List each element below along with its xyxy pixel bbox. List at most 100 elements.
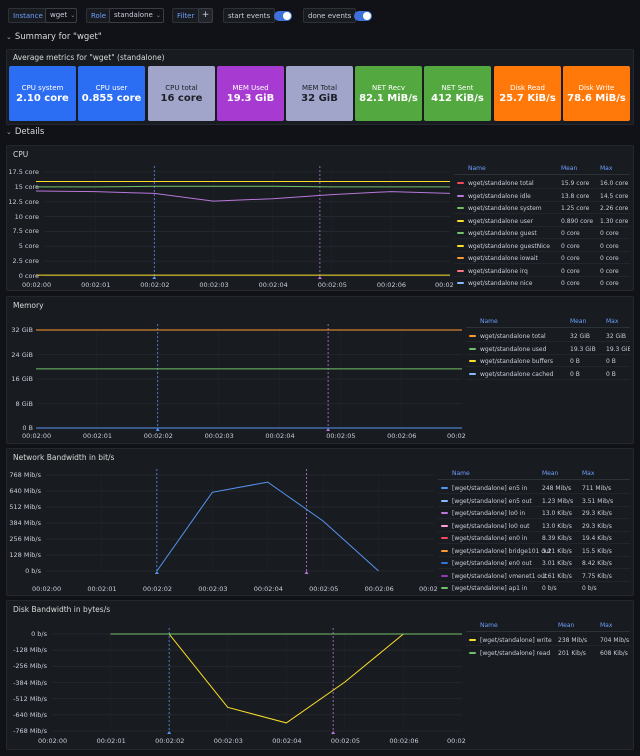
legend-row[interactable]: [wget/standalone] en0 in 8.39 Kib/s 19.4 K… <box>438 532 630 544</box>
legend-series-name: [wget/standalone] lo0 in <box>452 510 526 517</box>
start-events-toggle[interactable] <box>274 11 292 21</box>
legend-color-swatch <box>457 257 464 259</box>
legend-row[interactable]: wget/standalone nice 0 core 0 core <box>454 277 630 288</box>
legend-header-max[interactable]: Max <box>600 622 613 629</box>
role-select[interactable]: standalone ⌄ <box>109 8 164 23</box>
legend-series-mean: 0 B <box>570 358 580 365</box>
legend-row[interactable]: wget/standalone system 1.25 core 2.26 core <box>454 202 630 214</box>
legend-row[interactable]: [wget/standalone] vmenet1 out 1.61 Kib/s 7… <box>438 570 630 582</box>
legend-row[interactable]: wget/standalone buffers 0 B 0 B <box>466 355 630 367</box>
legend-header-mean[interactable]: Mean <box>558 622 575 629</box>
stat-tile-disk-read: Disk Read 25.7 KiB/s <box>494 66 561 121</box>
legend-series-name: wget/standalone idle <box>468 192 531 200</box>
x-tick-label: 00:02:04 <box>272 737 302 745</box>
legend-header-max[interactable]: Max <box>606 318 619 325</box>
legend-series-name: wget/standalone system <box>468 205 542 212</box>
legend-series-name: wget/standalone guest <box>468 230 537 237</box>
stat-tile-disk-write: Disk Write 78.6 MiB/s <box>563 66 630 121</box>
legend-color-swatch <box>457 244 464 247</box>
x-tick-label: 00:02:01 <box>87 585 117 593</box>
details-row-title: Details <box>14 127 45 137</box>
summary-row-header[interactable]: ⌄ Summary for "wget" <box>6 32 102 42</box>
memory-panel-title: Memory <box>13 301 44 310</box>
legend-series-name: [wget/standalone] read <box>480 649 551 657</box>
legend-series-max: 19.3 GiB <box>606 345 630 353</box>
cpu-panel-title: CPU <box>13 150 29 159</box>
y-tick-label: 0 b/s <box>31 630 47 638</box>
done-events-label: done events <box>303 8 357 23</box>
y-tick-label: 512 Mib/s <box>9 503 41 511</box>
legend-row[interactable]: wget/standalone iowait 0 core 0 core <box>454 252 630 264</box>
legend-row[interactable]: [wget/standalone] write 238 Mib/s 704 Mib/… <box>466 634 630 646</box>
legend-header-name[interactable]: Name <box>480 318 498 325</box>
legend-row[interactable]: wget/standalone guestNice 0 core 0 core <box>454 240 630 252</box>
x-tick-label: 00:02 <box>435 281 454 289</box>
y-tick-label: 0 core <box>18 272 39 280</box>
legend-row[interactable]: [wget/standalone] en5 out 1.23 Mib/s 3.51 … <box>438 495 630 507</box>
y-tick-label: -128 Mib/s <box>13 646 47 655</box>
legend-header-name[interactable]: Name <box>452 470 470 477</box>
legend-color-swatch <box>457 182 464 184</box>
memory-legend: Name Mean Max wget/standalone total 32 GiB 32… <box>466 317 630 387</box>
y-tick-label: 7.5 core <box>12 227 39 236</box>
legend-row[interactable]: wget/standalone idle 13.8 core 14.5 core <box>454 190 630 202</box>
legend-series-mean: 1.23 Mib/s <box>542 497 574 505</box>
x-tick-label: 00:02:01 <box>81 281 111 289</box>
legend-row[interactable]: wget/standalone guest 0 core 0 core <box>454 227 630 239</box>
legend-color-swatch <box>457 207 464 209</box>
legend-series-name: wget/standalone total <box>480 333 546 340</box>
legend-series-max: 2.26 core <box>600 205 629 212</box>
legend-row[interactable]: wget/standalone user 0.890 core 1.30 core <box>454 215 630 227</box>
add-filter-button[interactable]: + <box>198 8 213 23</box>
legend-row[interactable]: [wget/standalone] ap1 in 0 b/s 0 b/s <box>438 582 630 593</box>
stat-tile-cpu-user: CPU user 0.855 core <box>78 66 145 121</box>
legend-row[interactable]: wget/standalone total 32 GiB 32 GiB <box>466 330 630 342</box>
legend-series-mean: 3.21 Kib/s <box>542 547 572 555</box>
stat-tile-title: Disk Read <box>510 84 545 92</box>
legend-series-mean: 1.25 core <box>561 205 590 212</box>
legend-row[interactable]: [wget/standalone] read 201 Kib/s 608 Kib/s <box>466 647 630 658</box>
legend-row[interactable]: [wget/standalone] lo0 out 13.0 Kib/s 29.3 … <box>438 520 630 532</box>
y-tick-label: 384 Mib/s <box>9 519 41 527</box>
legend-header-name[interactable]: Name <box>480 622 498 629</box>
instance-select[interactable]: wget ⌄ <box>45 8 77 23</box>
legend-row[interactable]: [wget/standalone] en0 out 3.01 Kib/s 8.42 … <box>438 557 630 569</box>
legend-row[interactable]: wget/standalone cached 0 B 0 B <box>466 368 630 380</box>
legend-row[interactable]: wget/standalone used 19.3 GiB 19.3 GiB <box>466 343 630 355</box>
y-tick-label: -768 Mib/s <box>13 727 47 735</box>
details-row-header[interactable]: ⌄ Details <box>6 127 44 137</box>
legend-header-max[interactable]: Max <box>600 165 613 172</box>
x-tick-label: 00:02:06 <box>387 432 417 440</box>
legend-row[interactable]: [wget/standalone] lo0 in 13.0 Kib/s 29.3 K… <box>438 507 630 519</box>
x-tick-label: 00:02:03 <box>198 585 228 593</box>
legend-series-name: [wget/standalone] lo0 out <box>452 522 530 530</box>
y-tick-label: 12.5 core <box>8 197 39 206</box>
disk-panel-title: Disk Bandwidth in bytes/s <box>13 605 111 614</box>
stat-tile-mem-used: MEM Used 19.3 GiB <box>217 66 284 121</box>
legend-row[interactable]: wget/standalone total 15.9 core 16.0 core <box>454 177 630 189</box>
legend-header-name[interactable]: Name <box>468 165 486 172</box>
legend-series-name: wget/standalone buffers <box>480 358 553 365</box>
legend-header-max[interactable]: Max <box>582 470 595 477</box>
legend-series-mean: 201 Kib/s <box>558 649 586 657</box>
legend-series-mean: 0 core <box>561 230 580 237</box>
legend-header-mean[interactable]: Mean <box>542 470 559 477</box>
legend-series-mean: 19.3 GiB <box>570 345 596 353</box>
legend-series-name: [wget/standalone] en5 in <box>452 485 528 492</box>
y-tick-label: 256 Mib/s <box>9 535 41 543</box>
legend-row[interactable]: [wget/standalone] en5 in 248 Mib/s 711 Mib… <box>438 482 630 494</box>
legend-series-mean: 0 b/s <box>542 585 557 592</box>
legend-row[interactable]: wget/standalone irq 0 core 0 core <box>454 265 630 277</box>
y-tick-label: 0 B <box>22 424 33 432</box>
legend-series-name: [wget/standalone] write <box>480 637 552 644</box>
done-events-toggle[interactable] <box>354 11 372 21</box>
network-legend: Name Mean Max [wget/standalone] en5 in 248 M… <box>438 469 630 593</box>
legend-color-swatch <box>469 360 476 362</box>
legend-header-mean[interactable]: Mean <box>570 318 587 325</box>
x-tick-label: 00:02:02 <box>142 585 173 593</box>
legend-row[interactable]: [wget/standalone] bridge101 out 3.21 Kib/… <box>438 545 630 557</box>
x-tick-label: 00:02:06 <box>376 281 407 289</box>
legend-header-mean[interactable]: Mean <box>561 165 578 172</box>
stat-tile-value: 0.855 core <box>81 93 142 104</box>
legend-series-mean: 3.01 Kib/s <box>542 560 572 567</box>
